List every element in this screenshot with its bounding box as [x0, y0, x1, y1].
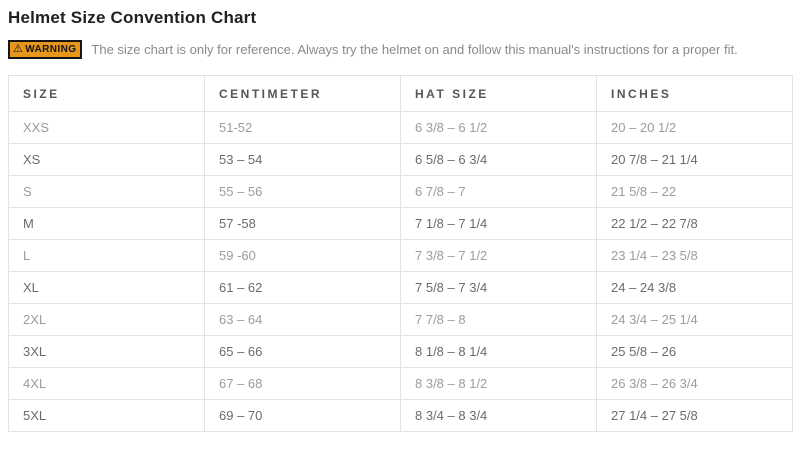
centimeter-cell: 61 – 62 [204, 271, 401, 304]
inches-cell: 24 3/4 – 25 1/4 [596, 303, 793, 336]
inches-cell: 23 1/4 – 23 5/8 [596, 239, 793, 272]
warning-triangle-icon: ⚠ [13, 43, 24, 55]
inches-cell: 25 5/8 – 26 [596, 335, 793, 368]
warning-badge: ⚠ WARNING [8, 40, 83, 59]
inches-cell: 24 – 24 3/8 [596, 271, 793, 304]
centimeter-cell: 67 – 68 [204, 367, 401, 400]
table-row: L 59 -60 7 3/8 – 7 1/2 23 1/4 – 23 5/8 [8, 239, 793, 272]
size-cell: L [8, 239, 205, 272]
column-header-centimeter: CENTIMETER [204, 75, 401, 112]
centimeter-cell: 65 – 66 [204, 335, 401, 368]
size-cell: S [8, 175, 205, 208]
centimeter-cell: 63 – 64 [204, 303, 401, 336]
hat-size-cell: 8 3/4 – 8 3/4 [400, 399, 597, 432]
warning-row: ⚠ WARNING The size chart is only for ref… [8, 40, 793, 59]
size-cell: XXS [8, 111, 205, 144]
size-cell: 3XL [8, 335, 205, 368]
hat-size-cell: 7 7/8 – 8 [400, 303, 597, 336]
hat-size-cell: 7 5/8 – 7 3/4 [400, 271, 597, 304]
size-cell: XS [8, 143, 205, 176]
inches-cell: 21 5/8 – 22 [596, 175, 793, 208]
page-title: Helmet Size Convention Chart [8, 8, 257, 27]
size-cell: M [8, 207, 205, 240]
hat-size-cell: 7 3/8 – 7 1/2 [400, 239, 597, 272]
table-row: 2XL 63 – 64 7 7/8 – 8 24 3/4 – 25 1/4 [8, 303, 793, 336]
column-header-size: SIZE [8, 75, 205, 112]
inches-cell: 20 7/8 – 21 1/4 [596, 143, 793, 176]
centimeter-cell: 51-52 [204, 111, 401, 144]
inches-cell: 22 1/2 – 22 7/8 [596, 207, 793, 240]
inches-cell: 20 – 20 1/2 [596, 111, 793, 144]
warning-text: The size chart is only for reference. Al… [91, 42, 738, 57]
hat-size-cell: 8 3/8 – 8 1/2 [400, 367, 597, 400]
hat-size-cell: 8 1/8 – 8 1/4 [400, 335, 597, 368]
hat-size-cell: 7 1/8 – 7 1/4 [400, 207, 597, 240]
table-row: 4XL 67 – 68 8 3/8 – 8 1/2 26 3/8 – 26 3/… [8, 367, 793, 400]
size-cell: 2XL [8, 303, 205, 336]
centimeter-cell: 69 – 70 [204, 399, 401, 432]
table-row: XXS 51-52 6 3/8 – 6 1/2 20 – 20 1/2 [8, 111, 793, 144]
centimeter-cell: 53 – 54 [204, 143, 401, 176]
inches-cell: 27 1/4 – 27 5/8 [596, 399, 793, 432]
inches-cell: 26 3/8 – 26 3/4 [596, 367, 793, 400]
table-row: XL 61 – 62 7 5/8 – 7 3/4 24 – 24 3/8 [8, 271, 793, 304]
column-header-inches: INCHES [596, 75, 793, 112]
hat-size-cell: 6 3/8 – 6 1/2 [400, 111, 597, 144]
column-header-hat-size: HAT SIZE [400, 75, 597, 112]
size-cell: XL [8, 271, 205, 304]
table-row: 3XL 65 – 66 8 1/8 – 8 1/4 25 5/8 – 26 [8, 335, 793, 368]
table-row: M 57 -58 7 1/8 – 7 1/4 22 1/2 – 22 7/8 [8, 207, 793, 240]
centimeter-cell: 57 -58 [204, 207, 401, 240]
table-row: XS 53 – 54 6 5/8 – 6 3/4 20 7/8 – 21 1/4 [8, 143, 793, 176]
table-row: 5XL 69 – 70 8 3/4 – 8 3/4 27 1/4 – 27 5/… [8, 399, 793, 432]
hat-size-cell: 6 5/8 – 6 3/4 [400, 143, 597, 176]
size-cell: 4XL [8, 367, 205, 400]
size-cell: 5XL [8, 399, 205, 432]
centimeter-cell: 59 -60 [204, 239, 401, 272]
hat-size-cell: 6 7/8 – 7 [400, 175, 597, 208]
size-conversion-table: SIZE CENTIMETER HAT SIZE INCHES XXS 51-5… [8, 75, 793, 432]
table-header-row: SIZE CENTIMETER HAT SIZE INCHES [8, 75, 793, 112]
table-row: S 55 – 56 6 7/8 – 7 21 5/8 – 22 [8, 175, 793, 208]
centimeter-cell: 55 – 56 [204, 175, 401, 208]
warning-badge-label: WARNING [25, 44, 77, 55]
